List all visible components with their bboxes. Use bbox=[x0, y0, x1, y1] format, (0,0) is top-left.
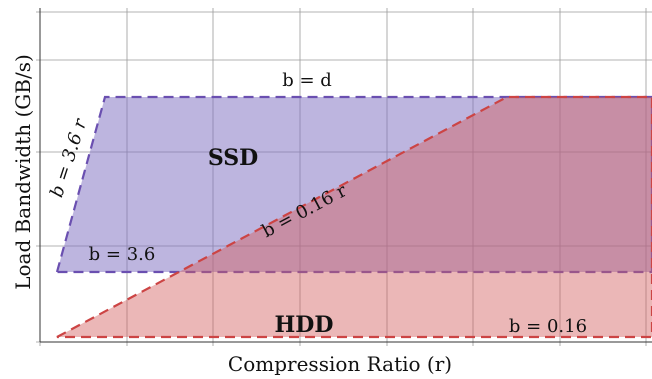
hdd-label: HDD bbox=[275, 312, 334, 338]
annotation-b-equals-3.6: b = 3.6 bbox=[89, 244, 156, 265]
annotation-b-equals-d: b = d bbox=[282, 70, 332, 91]
ssd-label: SSD bbox=[208, 145, 258, 171]
ssd-region bbox=[55, 95, 652, 274]
annotation-b-equals-0.16: b = 0.16 bbox=[509, 316, 587, 337]
y-axis-label: Load Bandwidth (GB/s) bbox=[11, 54, 35, 290]
hdd-region bbox=[56, 95, 652, 339]
x-axis-label: Compression Ratio (r) bbox=[228, 352, 452, 376]
